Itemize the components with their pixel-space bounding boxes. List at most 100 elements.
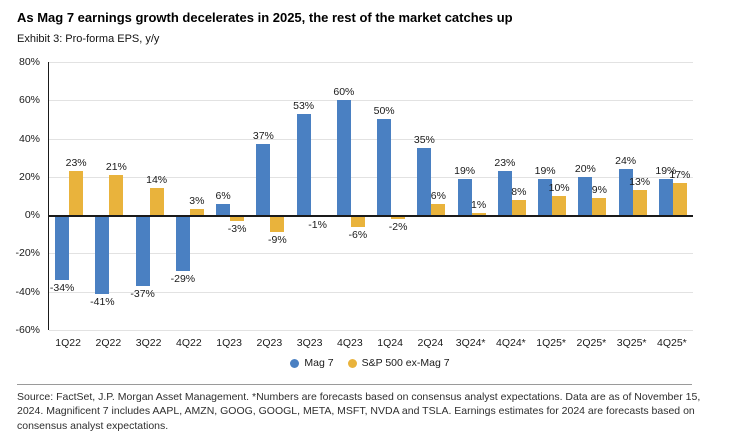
bar-mag-7 <box>377 119 392 216</box>
bar-group-4q23: 60% -6% <box>331 62 371 330</box>
bar-s-p-500-ex-mag-7 <box>189 209 204 216</box>
bar-value-label: -9% <box>268 234 287 247</box>
bar-value-label: 24% <box>615 155 637 168</box>
bar-value-label: 60% <box>333 86 355 99</box>
bar-value-label: -1% <box>308 219 327 232</box>
bar-value-label: 53% <box>293 99 315 112</box>
y-axis-label: 40% <box>18 132 40 145</box>
bar-mag-7 <box>336 100 351 216</box>
bar-value-label: 23% <box>65 157 87 170</box>
x-axis-label-4q22: 4Q22 <box>176 337 202 349</box>
bar-value-label: -37% <box>130 287 155 300</box>
bar-value-label: 1% <box>471 199 487 212</box>
bar-s-p-500-ex-mag-7 <box>350 215 365 227</box>
grid-line <box>49 138 693 140</box>
bar-group-1q25: 19% 10% <box>532 62 572 330</box>
bar-group-4q25: 19% 17% <box>653 62 693 330</box>
bar-mag-7 <box>95 215 110 294</box>
bar-group-1q23: 6% -3% <box>210 62 250 330</box>
bar-value-label: 8% <box>511 185 527 198</box>
grid-line <box>49 100 693 102</box>
bar-mag-7 <box>578 176 593 216</box>
x-axis-label-1q24: 1Q24 <box>377 337 403 349</box>
x-axis-label-3q24: 3Q24* <box>455 337 486 349</box>
bar-s-p-500-ex-mag-7 <box>270 215 285 233</box>
bar-mag-7 <box>175 215 190 271</box>
y-axis-label: -20% <box>15 247 40 260</box>
bar-value-label: 19% <box>534 164 556 177</box>
x-axis: 1Q22 2Q22 3Q22 4Q22 1Q23 2Q23 3Q23 4Q23 1Q24 2Q24… <box>48 337 692 349</box>
bar-mag-7 <box>296 113 311 216</box>
bar-group-3q25: 24% 13% <box>613 62 653 330</box>
bar-value-label: 19% <box>655 164 677 177</box>
bar-s-p-500-ex-mag-7 <box>109 174 124 216</box>
y-axis-label: 60% <box>18 94 40 107</box>
x-axis-label-4q25: 4Q25* <box>656 337 687 349</box>
bar-value-label: 14% <box>146 174 168 187</box>
source-note: Source: FactSet, J.P. Morgan Asset Manag… <box>17 391 701 432</box>
bar-value-label: 50% <box>373 105 395 118</box>
bar-value-label: 35% <box>413 134 435 147</box>
bar-s-p-500-ex-mag-7 <box>632 190 647 216</box>
bar-s-p-500-ex-mag-7 <box>149 188 164 216</box>
x-axis-label-1q25: 1Q25* <box>536 337 567 349</box>
bar-group-4q22: -29% 3% <box>170 62 210 330</box>
bar-s-p-500-ex-mag-7 <box>230 215 245 221</box>
bar-value-label: -34% <box>49 282 75 295</box>
grid-line <box>49 176 693 178</box>
bar-mag-7 <box>457 178 472 216</box>
legend: Mag 7 S&P 500 ex-Mag 7 <box>48 357 692 369</box>
bar-mag-7 <box>658 178 673 216</box>
exhibit-subtitle: Exhibit 3: Pro-forma EPS, y/y <box>17 33 160 45</box>
x-axis-label-2q23: 2Q23 <box>256 337 283 349</box>
grid-line <box>49 291 693 293</box>
x-axis-label-2q22: 2Q22 <box>95 337 122 349</box>
x-axis-label-2q25: 2Q25* <box>576 337 607 349</box>
legend-item-mag-7: Mag 7 <box>290 357 334 369</box>
bar-s-p-500-ex-mag-7 <box>511 199 526 216</box>
bar-s-p-500-ex-mag-7 <box>471 213 486 216</box>
y-axis-label: 80% <box>18 56 40 68</box>
legend-label: S&P 500 ex-Mag 7 <box>361 357 450 369</box>
bar-value-label: 10% <box>548 182 570 194</box>
grid-line <box>49 253 693 255</box>
bar-group-2q25: 20% 9% <box>572 62 612 330</box>
bar-mag-7 <box>618 169 633 216</box>
bar-s-p-500-ex-mag-7 <box>552 196 567 216</box>
bar-value-label: -6% <box>348 228 368 241</box>
bar-groups: -34% 23% -41% 21% -37% 14% -29% 3% 6% -3% 37% -9% 53… <box>49 62 693 330</box>
bar-group-1q22: -34% 23% <box>49 62 89 330</box>
bar-value-label: 37% <box>252 130 274 143</box>
plot-area: -34% 23% -41% 21% -37% 14% -29% 3% 6% -3% 37% -9% 53… <box>48 62 693 331</box>
bar-mag-7 <box>417 148 432 216</box>
bar-group-3q24: 19% 1% <box>452 62 492 330</box>
bar-mag-7 <box>538 178 553 216</box>
bar-value-label: 23% <box>494 157 516 170</box>
bar-group-2q24: 35% 6% <box>411 62 451 330</box>
x-axis-label-3q25: 3Q25* <box>616 337 647 349</box>
bar-value-label: 21% <box>105 160 127 173</box>
bar-value-label: 6% <box>430 189 446 202</box>
grid-line <box>49 62 693 63</box>
bar-mag-7 <box>497 171 512 216</box>
bar-s-p-500-ex-mag-7 <box>592 197 607 216</box>
bar-value-label: -3% <box>227 222 247 235</box>
y-axis: 80% 60% 40% 20% 0% -20% -40% -60% <box>0 56 44 336</box>
y-axis-label: 20% <box>18 170 40 183</box>
bar-value-label: -29% <box>170 272 196 285</box>
page-title: As Mag 7 earnings growth decelerates in … <box>17 10 513 25</box>
legend-dot-icon <box>347 358 357 368</box>
bar-group-2q22: -41% 21% <box>89 62 129 330</box>
bar-mag-7 <box>256 144 271 216</box>
bar-mag-7 <box>55 215 70 281</box>
bar-s-p-500-ex-mag-7 <box>431 203 446 216</box>
bar-value-label: 19% <box>454 164 476 177</box>
bar-mag-7 <box>216 203 231 216</box>
bar-group-2q23: 37% -9% <box>250 62 290 330</box>
x-axis-label-1q23: 1Q23 <box>216 337 242 349</box>
bar-value-label: 17% <box>669 168 691 181</box>
bar-s-p-500-ex-mag-7 <box>69 171 84 216</box>
y-axis-label: -40% <box>15 285 40 298</box>
footer-divider <box>17 384 692 385</box>
